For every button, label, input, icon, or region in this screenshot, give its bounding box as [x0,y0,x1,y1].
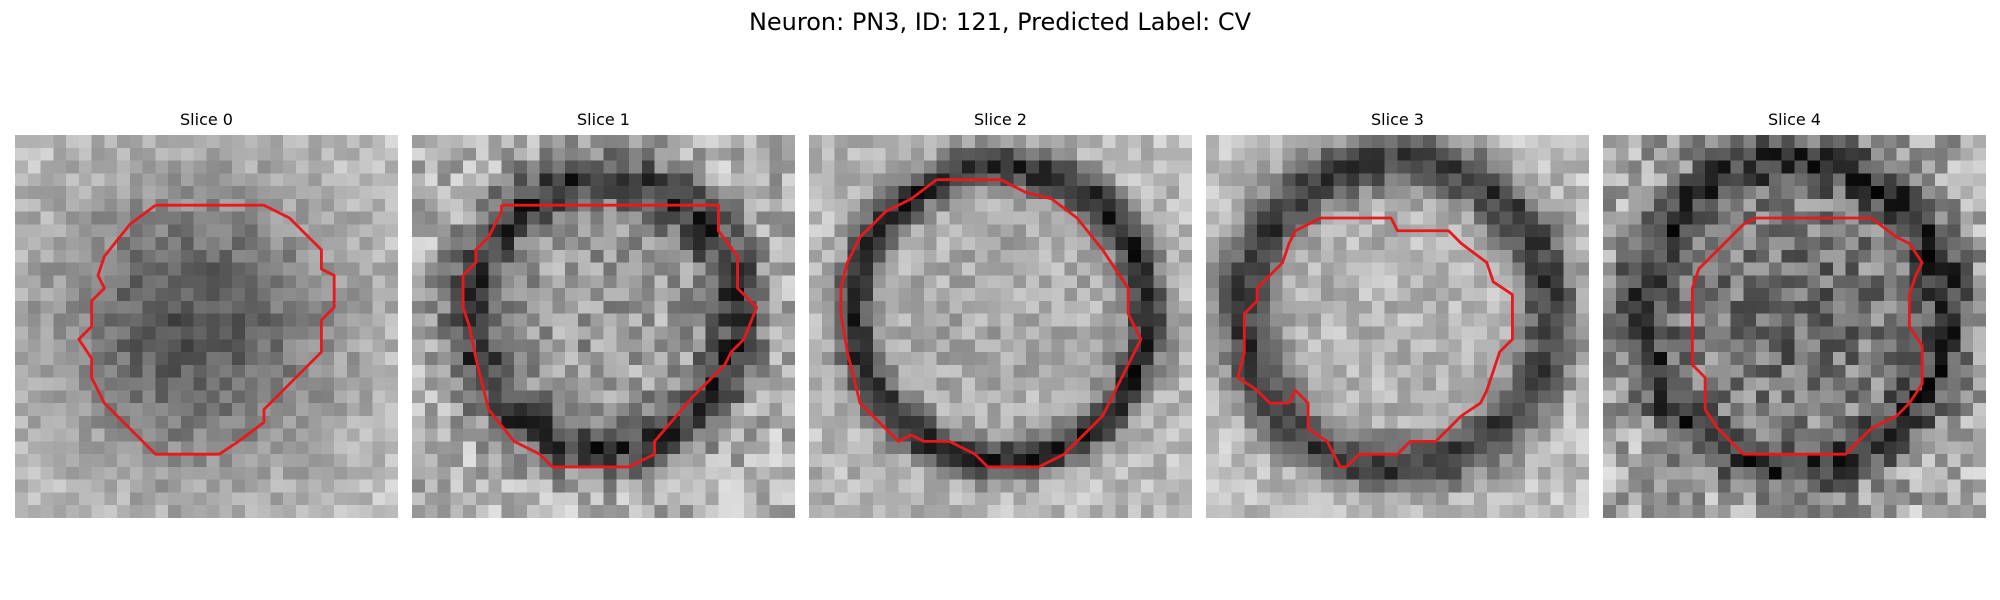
slice-title-2: Slice 2 [974,110,1027,129]
slice-title-3: Slice 3 [1371,110,1424,129]
segmentation-contour [839,178,1143,469]
slice-title-1: Slice 1 [577,110,630,129]
slice-title-0: Slice 0 [180,110,233,129]
segmentation-contour [1690,216,1924,456]
slice-image-2 [809,135,1192,518]
slice-title-4: Slice 4 [1768,110,1821,129]
figure-title: Neuron: PN3, ID: 121, Predicted Label: C… [748,8,1252,36]
pixel-grid [412,135,795,518]
slice-image-0 [15,135,398,518]
slice-panel-2: Slice 2 [809,108,1192,520]
slice-image-3 [1206,135,1589,518]
slice-image-4 [1603,135,1986,518]
segmentation-contour [1236,216,1514,469]
pixel-grid [1603,135,1986,518]
pixel-grid [1206,135,1589,518]
slice-panel-3: Slice 3 [1206,108,1589,520]
slice-image-1 [412,135,795,518]
pixel-grid [15,135,398,518]
slice-panel-4: Slice 4 [1603,108,1986,520]
segmentation-contour [461,203,759,469]
slice-panel-0: Slice 0 [15,108,398,520]
slice-panel-1: Slice 1 [412,108,795,520]
segmentation-contour [77,203,336,456]
